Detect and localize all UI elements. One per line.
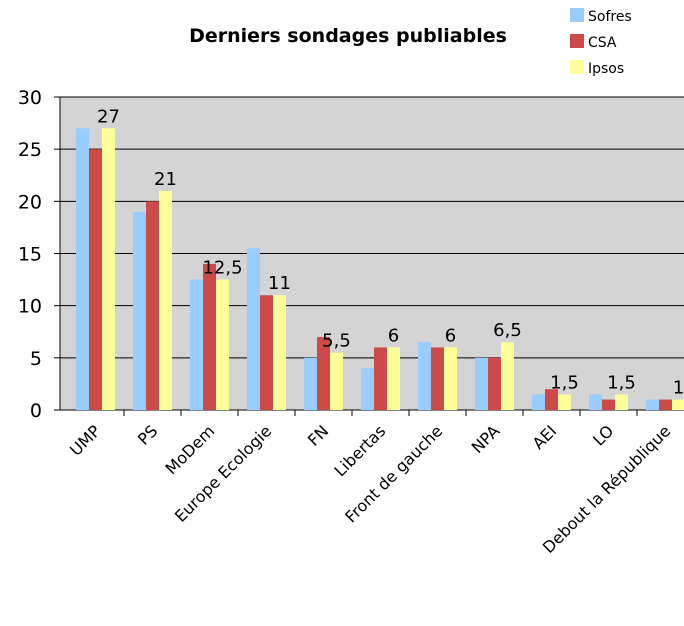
y-tick-label: 20 [18,191,42,213]
data-label: 6 [388,325,399,346]
bar-ipsos [444,347,457,410]
data-label: 11 [268,273,291,294]
legend-label: Ipsos [588,61,624,77]
bar-csa [89,149,102,410]
bar-ipsos [558,394,571,410]
bar-csa [203,263,216,410]
bar-ipsos [102,128,115,411]
legend-label: CSA [588,35,617,51]
bar-csa [545,389,558,410]
legend-swatch [570,8,584,22]
y-tick-label: 15 [18,244,42,266]
x-category-label: Front de gauche [341,421,446,526]
bar-csa [260,295,273,410]
legend-swatch [570,60,584,74]
data-label: 6,5 [493,320,522,341]
x-category-label: NPA [468,421,504,457]
x-category-label: Libertas [330,421,389,480]
x-category-label: FN [304,421,332,449]
y-tick-label: 0 [30,400,42,422]
data-label: 27 [97,106,120,127]
x-category-label: UMP [66,421,105,460]
bar-csa [431,347,444,410]
bar-sofres [418,342,431,410]
bar-sofres [247,248,260,410]
bar-ipsos [615,394,628,410]
x-category-label: AEI [529,421,561,453]
bar-csa [488,357,501,410]
bar-csa [602,399,615,410]
data-label: 5,5 [322,331,351,352]
x-category-label: LO [589,421,617,449]
y-tick-label: 25 [18,139,42,161]
bar-ipsos [273,295,286,410]
data-label: 21 [154,169,177,190]
bar-sofres [532,394,545,410]
bar-csa [659,399,672,410]
x-category-label: Europe Ecologie [171,421,275,525]
legend-label: Sofres [588,9,632,25]
bar-ipsos [387,347,400,410]
bar-csa [317,336,330,410]
data-label: 12,5 [202,258,242,279]
y-tick-label: 5 [30,348,42,370]
bar-csa [374,347,387,410]
bar-ipsos [330,352,343,410]
data-label: 1 [673,378,684,399]
bar-sofres [133,211,146,410]
bar-sofres [304,357,317,410]
y-tick-label: 10 [18,296,42,318]
bar-sofres [475,357,488,410]
data-label: 1,5 [550,372,579,393]
data-label: 6 [445,325,456,346]
legend-swatch [570,34,584,48]
bar-ipsos [216,279,229,410]
bar-sofres [361,368,374,410]
y-tick-label: 30 [18,87,42,109]
bar-sofres [190,279,203,410]
bar-csa [146,201,159,410]
bar-ipsos [159,190,172,410]
x-category-label: MoDem [162,421,219,478]
bar-sofres [76,128,89,411]
x-category-label: PS [134,421,161,448]
bar-sofres [646,399,659,410]
chart-title: Derniers sondages publiables [189,25,507,47]
bar-ipsos [672,399,684,410]
bar-sofres [589,394,602,410]
data-label: 1,5 [607,372,636,393]
bar-ipsos [501,342,514,410]
